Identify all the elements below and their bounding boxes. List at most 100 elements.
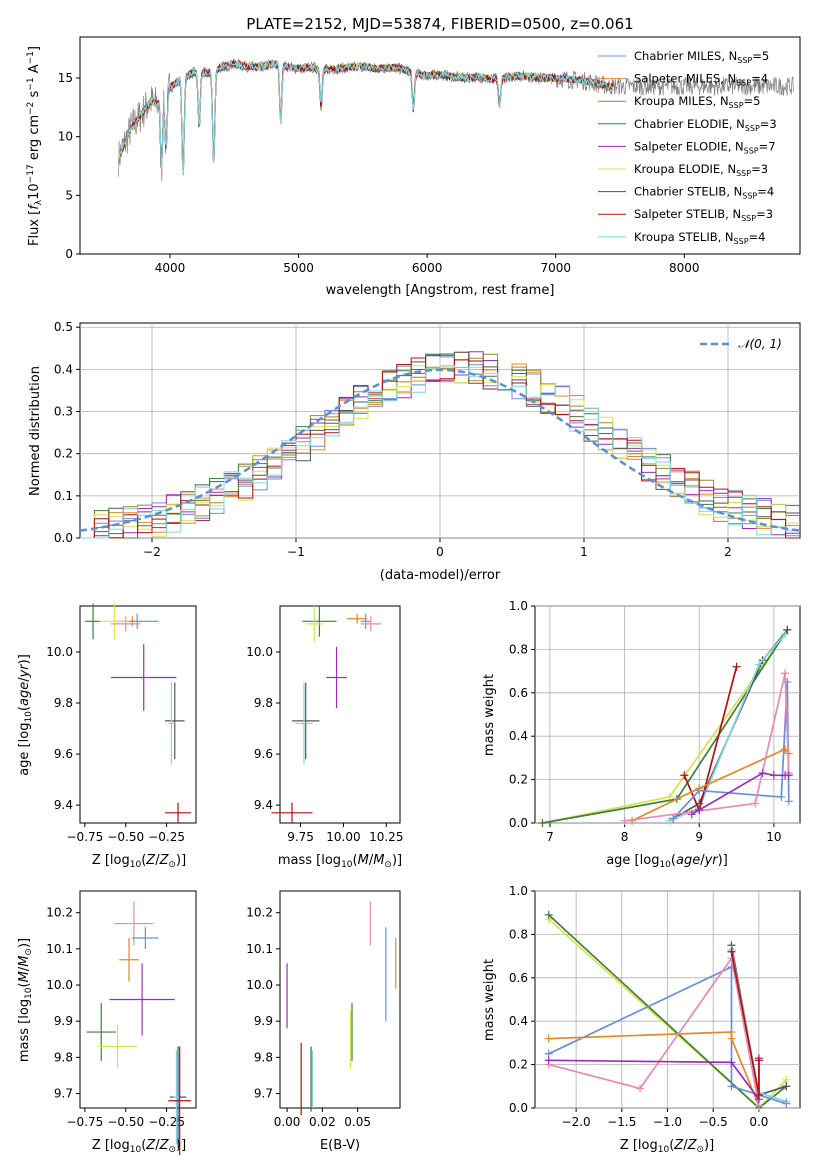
weight-line (672, 681, 790, 820)
y-tick-label: 0.2 (54, 447, 73, 461)
y-tick-label: 0.0 (54, 531, 73, 545)
x-tick-label: 0.02 (309, 1115, 336, 1129)
spectrum-ylabel: Flux [fλ10−17 erg cm−2 s−1 A−1] (26, 46, 44, 246)
z-mass-plot-area: −0.75 −0.50 −0.25 9.7 9.8 9.9 10.0 10.1 10.2 (46, 901, 192, 1156)
weight-marker (665, 816, 674, 825)
x-tick-label: 8000 (669, 261, 700, 275)
y-tick-label: 0.0 (509, 1101, 528, 1115)
spectrum-plot-area: 4000 5000 6000 7000 8000 0 5 10 15 Chabrier MILES… (58, 49, 794, 275)
legend-count: =4 (749, 230, 766, 244)
x-tick-label: −1.0 (653, 1115, 682, 1129)
y-tick-label: 10.1 (46, 942, 73, 956)
z-age-frame (79, 605, 197, 824)
x-tick-label: 6000 (412, 261, 443, 275)
y-tick-label: 9.9 (54, 1014, 73, 1028)
legend-label: Salpeter STELIB, NSSP=3 (634, 207, 773, 223)
weight-marker (636, 1084, 645, 1093)
legend-subscript: SSP (737, 56, 752, 65)
weight-line (669, 633, 786, 822)
weight-marker (782, 1099, 791, 1108)
residual-ylabel: Normed distribution (28, 366, 43, 496)
y-tick-label: 0.2 (509, 773, 528, 787)
spectrum-panel: PLATE=2152, MJD=53874, FIBERID=0500, z=0… (26, 15, 801, 298)
legend-count: =4 (757, 185, 774, 199)
age-weight-ylabel: mass weight (482, 674, 497, 756)
x-tick-label: 7 (546, 830, 554, 844)
y-tick-label: 9.8 (54, 1050, 73, 1064)
x-tick-label: 0.0 (749, 1115, 768, 1129)
legend-text: Chabrier ELODIE, N (634, 117, 745, 131)
ebv-mass-panel: 0.00 0.02 0.05 9.7 9.8 9.9 10.0 10.1 10.2 E(B-V) (246, 890, 401, 1153)
residual-plot-area: −2 −1 0 1 2 0.0 0.1 0.2 0.3 0.4 0.5 𝒩(0, 1) (54, 320, 801, 559)
x-tick-label: 4000 (155, 261, 186, 275)
weight-line (624, 673, 790, 822)
legend-text: Salpeter STELIB, N (634, 207, 741, 221)
y-tick-label: 1.0 (509, 884, 528, 898)
legend-label: 𝒩(0, 1) (738, 337, 782, 351)
weight-marker (784, 797, 793, 806)
z-age-xlabel: Z [log10(Z/Z⊙)] (92, 853, 186, 870)
legend-label: Chabrier MILES, NSSP=5 (634, 49, 769, 65)
x-tick-label: 9.75 (287, 830, 314, 844)
x-tick-label: −1 (287, 545, 305, 559)
z-age-plot-area: −0.75 −0.50 −0.25 9.4 9.6 9.8 10.0 (46, 603, 192, 844)
spectrum-xlabel: wavelength [Angstrom, rest frame] (326, 283, 555, 298)
weight-marker (620, 816, 629, 825)
histogram-step (80, 357, 800, 539)
weight-marker (538, 819, 547, 827)
legend-count: =3 (760, 117, 777, 131)
x-tick-label: −0.75 (67, 830, 104, 844)
y-tick-label: 9.8 (254, 696, 273, 710)
mass-age-panel: 9.75 10.00 10.25 9.4 9.6 9.8 10.0 mass [log10(… (246, 605, 403, 870)
normal-curve (79, 368, 801, 532)
y-tick-label: 10.2 (246, 906, 273, 920)
legend-count: =3 (756, 207, 773, 221)
ebv-mass-plot-area: 0.00 0.02 0.05 9.7 9.8 9.9 10.0 10.1 10.2 (246, 901, 397, 1129)
x-tick-label: 2 (724, 545, 732, 559)
z-mass-xlabel: Z [log10(Z/Z⊙)] (92, 1138, 186, 1155)
z-weight-xlabel: Z [log10(Z/Z⊙)] (620, 1138, 714, 1155)
weight-marker (544, 910, 553, 919)
spectrum-frame (79, 36, 801, 255)
y-tick-label: 10.1 (246, 942, 273, 956)
x-tick-label: 8 (621, 830, 629, 844)
histogram-step (80, 351, 800, 539)
mass-age-xlabel: mass [log10(M/M⊙)] (278, 853, 402, 870)
x-tick-label: −2.0 (562, 1115, 591, 1129)
legend-subscript: SSP (741, 214, 756, 223)
weight-marker (777, 792, 786, 801)
weight-marker (727, 1034, 736, 1043)
x-tick-label: 0.05 (344, 1115, 371, 1129)
weight-marker (732, 662, 741, 671)
legend-text: Chabrier STELIB, N (634, 185, 742, 199)
z-age-panel: −0.75 −0.50 −0.25 9.4 9.6 9.8 10.0 Z [log10(Z/… (17, 603, 197, 870)
y-tick-label: 0.6 (509, 686, 528, 700)
y-tick-label: 5 (65, 188, 73, 202)
weight-marker (754, 1056, 763, 1065)
legend-label: Chabrier ELODIE, NSSP=3 (634, 117, 777, 133)
y-tick-label: 1.0 (509, 599, 528, 613)
legend-label: Kroupa STELIB, NSSP=4 (634, 230, 765, 246)
legend-text: Salpeter MILES, N (634, 72, 736, 86)
y-tick-label: 15 (58, 71, 73, 85)
legend-label: Kroupa MILES, NSSP=5 (634, 94, 760, 110)
x-tick-label: −1.5 (607, 1115, 636, 1129)
z-mass-panel: −0.75 −0.50 −0.25 9.7 9.8 9.9 10.0 10.1 10.2 Z [… (17, 890, 197, 1156)
y-tick-label: 9.7 (54, 1087, 73, 1101)
spectrum-title: PLATE=2152, MJD=53874, FIBERID=0500, z=0… (246, 15, 633, 33)
mass-age-plot-area: 9.75 10.00 10.25 9.4 9.6 9.8 10.0 (246, 606, 403, 844)
y-tick-label: 10.0 (46, 645, 73, 659)
legend-subscript: SSP (744, 146, 759, 155)
y-tick-label: 9.8 (54, 696, 73, 710)
z-age-ylabel: age [log10(age/yr)] (17, 654, 34, 776)
z-weight-plot-area: −2.0 −1.5 −1.0 −0.5 0.0 0.0 0.2 0.4 0.6 0.8 1.0 (509, 884, 800, 1129)
z-mass-ylabel: mass [log10(M/M⊙)] (17, 938, 34, 1062)
residual-panel: −2 −1 0 1 2 0.0 0.1 0.2 0.3 0.4 0.5 𝒩(0, 1) (data-m… (28, 320, 801, 583)
y-tick-label: 0.2 (509, 1058, 528, 1072)
y-tick-label: 9.6 (54, 747, 73, 761)
y-tick-label: 10.2 (46, 906, 73, 920)
y-tick-label: 0.6 (509, 971, 528, 985)
legend-count: =5 (744, 94, 761, 108)
ebv-mass-frame (279, 890, 401, 1109)
